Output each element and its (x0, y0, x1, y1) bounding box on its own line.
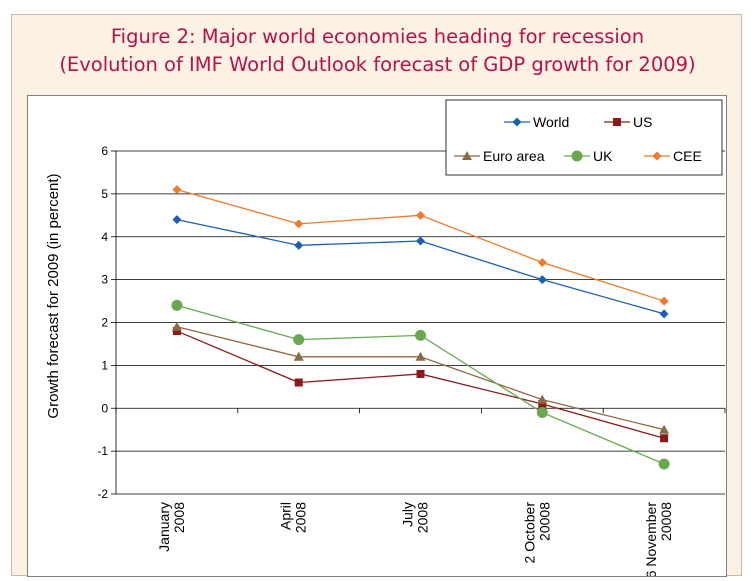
data-point-world (659, 309, 669, 319)
legend-label: Euro area (483, 148, 545, 164)
x-tick-label: 2 October20008 (521, 502, 552, 564)
y-tick-label: 1 (101, 358, 108, 372)
legend-swatch-marker (462, 151, 472, 160)
y-tick-label: 6 (101, 144, 108, 158)
data-point-us (538, 399, 547, 408)
data-point-us (660, 434, 669, 443)
data-point-euro-area (537, 394, 548, 404)
data-point-uk (658, 458, 670, 470)
legend-label: UK (593, 148, 613, 164)
y-tick-label: -1 (97, 444, 108, 458)
series-line-world (176, 218, 665, 315)
y-tick-label: 2 (101, 316, 108, 330)
legend-box (445, 99, 723, 176)
series-layer (171, 185, 670, 470)
x-tick-label-line: 20008 (536, 502, 552, 541)
data-point-uk (415, 329, 426, 341)
x-tick-label-line: July (400, 502, 416, 527)
data-point-cee (537, 257, 547, 267)
data-point-cee (416, 210, 425, 220)
data-point-world (294, 240, 304, 250)
x-tick-label-line: 2008 (415, 502, 431, 533)
series-line-us (176, 330, 665, 439)
legend-swatch-marker (652, 151, 662, 161)
figure-frame: Figure 2: Major world economies heading … (11, 14, 743, 578)
data-point-uk (536, 407, 548, 419)
x-tick-label: 6 November20008 (643, 502, 674, 576)
data-point-us (172, 327, 181, 336)
data-point-euro-area (659, 424, 670, 434)
x-tick-label: July2008 (400, 502, 431, 533)
data-point-euro-area (293, 351, 304, 361)
gridlines (116, 150, 725, 495)
series-line-euro-area (176, 326, 665, 431)
legend-swatch-marker (613, 118, 621, 126)
plot-area: 6 5 4 3 2 1 0 -1 -2 January2008 April2008 July2008 2… (27, 95, 727, 578)
data-point-world (537, 275, 547, 285)
data-point-euro-area (171, 321, 182, 331)
x-tick-label-line: 20008 (658, 502, 674, 541)
chart-title: Figure 2: Major world economies heading … (110, 25, 645, 48)
data-point-uk (171, 299, 183, 311)
x-tick-label-line: 2 October (521, 502, 537, 564)
y-tick-label: 3 (101, 273, 108, 287)
data-point-us (416, 369, 425, 378)
y-tick-label: -2 (97, 487, 108, 501)
x-tick-label: January2008 (156, 502, 187, 552)
legend-swatch-marker (512, 117, 522, 127)
chart-subtitle: (Evolution of IMF World Outlook forecast… (59, 53, 696, 76)
y-tick-label: 5 (101, 187, 108, 201)
y-tick-label: 4 (101, 230, 108, 244)
x-tick-label-line: January (156, 502, 172, 552)
legend-label: World (533, 114, 569, 130)
x-tick-label-line: 2008 (171, 502, 187, 533)
y-axis-label: Growth forecast for 2009 (in percent) (45, 173, 62, 418)
legend-swatch-marker (571, 150, 583, 162)
data-point-euro-area (415, 351, 426, 361)
data-point-cee (294, 219, 304, 229)
x-tick-label: April2008 (278, 502, 309, 533)
x-tick-label-line: 2008 (293, 502, 309, 533)
legend: World US Euro area UK CEE (445, 99, 723, 176)
y-tick-label: 0 (101, 401, 108, 415)
data-point-world (416, 236, 425, 246)
data-point-world (172, 215, 182, 225)
data-point-cee (172, 185, 182, 195)
data-point-cee (659, 296, 669, 306)
series-line-uk (176, 304, 665, 465)
x-tick-label-line: April (278, 502, 294, 530)
data-point-us (294, 378, 303, 387)
chart-title-block: Figure 2: Major world economies heading … (12, 23, 743, 79)
data-point-uk (293, 334, 305, 346)
legend-label: US (633, 114, 652, 130)
legend-label: CEE (673, 148, 702, 164)
x-tick-label-line: 6 November (643, 502, 659, 576)
